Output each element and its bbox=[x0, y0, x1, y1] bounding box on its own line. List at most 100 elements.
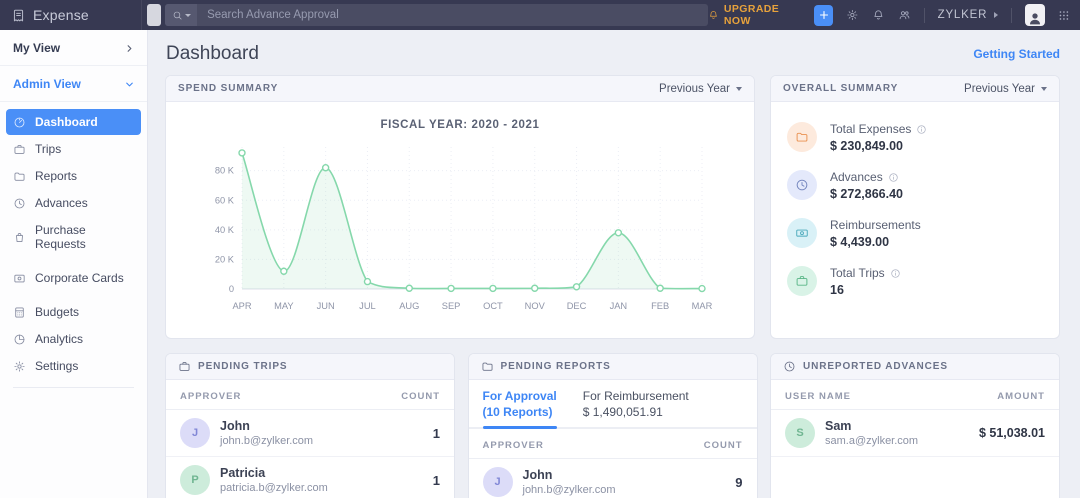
calculator-icon bbox=[13, 306, 26, 319]
spend-summary-title: SPEND SUMMARY bbox=[178, 83, 278, 94]
sidebar-item-corporate-cards[interactable]: Corporate Cards bbox=[6, 265, 141, 291]
sidebar-item-budgets[interactable]: Budgets bbox=[6, 299, 141, 325]
search-input[interactable] bbox=[197, 9, 708, 21]
sidebar-item-advances[interactable]: Advances bbox=[6, 190, 141, 216]
topbar-divider bbox=[924, 8, 925, 23]
clock-icon bbox=[783, 360, 796, 373]
dropdown-caret-icon bbox=[736, 87, 742, 91]
column-amount: AMOUNT bbox=[997, 391, 1045, 402]
getting-started-link[interactable]: Getting Started bbox=[973, 47, 1060, 61]
search-scope-button[interactable] bbox=[165, 4, 197, 26]
user-email: sam.a@zylker.com bbox=[825, 435, 918, 447]
sidebar-item-label: Analytics bbox=[35, 332, 83, 346]
sidebar-item-label: Reports bbox=[35, 169, 77, 183]
users-icon[interactable] bbox=[898, 8, 911, 22]
user-avatar[interactable] bbox=[1025, 4, 1045, 26]
notifications-icon[interactable] bbox=[872, 8, 885, 22]
sidebar-section-my-view[interactable]: My View bbox=[0, 30, 147, 66]
tab-for-approval[interactable]: For Approval (10 Reports) bbox=[483, 389, 557, 427]
app-name: Expense bbox=[33, 7, 89, 23]
summary-item-value: $ 230,849.00 bbox=[830, 139, 927, 153]
org-switcher[interactable]: ZYLKER bbox=[938, 9, 999, 21]
chevron-down-icon bbox=[124, 79, 135, 90]
sidebar-item-analytics[interactable]: Analytics bbox=[6, 326, 141, 352]
approver-email: john.b@zylker.com bbox=[523, 484, 616, 496]
cash-icon bbox=[795, 226, 809, 240]
chart-container: 020 K40 K60 K80 KAPRMAYJUNJULAUGSEPOCTNO… bbox=[166, 135, 754, 317]
info-icon[interactable] bbox=[888, 172, 899, 183]
column-count: COUNT bbox=[704, 440, 743, 451]
approver-email: john.b@zylker.com bbox=[220, 435, 313, 447]
main-content: Dashboard Getting Started SPEND SUMMARY … bbox=[148, 30, 1080, 498]
pending-reports-header: PENDING REPORTS bbox=[469, 354, 757, 380]
summary-item-reimbursements: Reimbursements $ 4,439.00 bbox=[787, 218, 1043, 249]
trip-count: 1 bbox=[433, 426, 440, 441]
table-header: APPROVER COUNT bbox=[469, 429, 757, 459]
tab-for-reimbursement[interactable]: For Reimbursement $ 1,490,051.91 bbox=[583, 389, 689, 427]
unreported-advances-header: UNREPORTED ADVANCES bbox=[771, 354, 1059, 380]
svg-text:MAY: MAY bbox=[274, 301, 293, 311]
person-icon bbox=[1027, 10, 1043, 26]
summary-item-label: Total Trips bbox=[830, 266, 885, 280]
svg-text:80 K: 80 K bbox=[215, 166, 235, 176]
table-header: USER NAME AMOUNT bbox=[771, 380, 1059, 410]
overall-summary-header: OVERALL SUMMARY Previous Year bbox=[771, 76, 1059, 102]
unreported-advances-card: UNREPORTED ADVANCES USER NAME AMOUNT S S… bbox=[770, 353, 1060, 498]
sidebar-item-purchase-requests[interactable]: Purchase Requests bbox=[6, 217, 141, 257]
table-row[interactable]: S Sam sam.a@zylker.com $ 51,038.01 bbox=[771, 410, 1059, 457]
info-icon[interactable] bbox=[890, 268, 901, 279]
app-logo[interactable]: Expense bbox=[0, 0, 142, 30]
org-name: ZYLKER bbox=[938, 9, 988, 21]
page-title: Dashboard bbox=[166, 43, 259, 65]
approver-name: John bbox=[523, 468, 616, 482]
spend-summary-chart: 020 K40 K60 K80 KAPRMAYJUNJULAUGSEPOCTNO… bbox=[200, 135, 720, 317]
sidebar-item-trips[interactable]: Trips bbox=[6, 136, 141, 162]
info-icon[interactable] bbox=[916, 124, 927, 135]
dashboard-cards: SPEND SUMMARY Previous Year FISCAL YEAR:… bbox=[148, 75, 1080, 498]
sidebar-item-dashboard[interactable]: Dashboard bbox=[6, 109, 141, 135]
overall-summary-period-dropdown[interactable]: Previous Year bbox=[964, 83, 1047, 95]
sidebar-item-settings[interactable]: Settings bbox=[6, 353, 141, 379]
report-count: 9 bbox=[735, 475, 742, 490]
column-count: COUNT bbox=[401, 391, 440, 402]
trip-count: 1 bbox=[433, 473, 440, 488]
admin-view-label: Admin View bbox=[13, 77, 81, 91]
sidebar-item-label: Advances bbox=[35, 196, 88, 210]
sidebar-item-label: Settings bbox=[35, 359, 78, 373]
table-row[interactable]: P Patricia patricia.b@zylker.com 1 bbox=[166, 457, 454, 498]
summary-item-total-expenses: Total Expenses $ 230,849.00 bbox=[787, 122, 1043, 153]
approver-name: John bbox=[220, 419, 313, 433]
svg-text:MAR: MAR bbox=[692, 301, 713, 311]
dashboard-icon bbox=[13, 116, 26, 129]
briefcase-icon bbox=[178, 360, 191, 373]
settings-icon[interactable] bbox=[846, 8, 859, 22]
search-icon bbox=[172, 10, 183, 21]
quick-create-button[interactable] bbox=[814, 5, 833, 26]
briefcase-icon bbox=[795, 274, 809, 288]
spend-summary-period-dropdown[interactable]: Previous Year bbox=[659, 83, 742, 95]
apps-grid-icon[interactable] bbox=[1058, 9, 1070, 22]
app-shell: My View Admin View Dashboard Trips Rep bbox=[0, 30, 1080, 498]
sidebar-nav: Dashboard Trips Reports Advances Purchas… bbox=[0, 102, 147, 396]
expense-logo-icon bbox=[11, 8, 26, 23]
sidebar-item-label: Dashboard bbox=[35, 115, 98, 129]
spend-summary-card: SPEND SUMMARY Previous Year FISCAL YEAR:… bbox=[165, 75, 755, 339]
avatar: J bbox=[483, 467, 513, 497]
sidebar-section-admin-view[interactable]: Admin View bbox=[0, 66, 147, 102]
unreported-advances-title: UNREPORTED ADVANCES bbox=[803, 361, 948, 372]
column-user-name: USER NAME bbox=[785, 391, 851, 402]
svg-text:JUL: JUL bbox=[359, 301, 376, 311]
table-row[interactable]: J John john.b@zylker.com 1 bbox=[166, 410, 454, 457]
sidebar-item-reports[interactable]: Reports bbox=[6, 163, 141, 189]
upgrade-now-button[interactable]: UPGRADE NOW bbox=[708, 3, 801, 27]
column-approver: APPROVER bbox=[180, 391, 241, 402]
org-caret-icon bbox=[994, 12, 998, 18]
chart-title: FISCAL YEAR: 2020 - 2021 bbox=[166, 119, 754, 131]
panel-toggle-button[interactable] bbox=[147, 4, 161, 26]
page-header: Dashboard Getting Started bbox=[148, 30, 1080, 75]
sidebar: My View Admin View Dashboard Trips Rep bbox=[0, 30, 148, 498]
bag-icon bbox=[13, 231, 26, 244]
topbar: Expense UPGRADE NOW ZYLKER bbox=[0, 0, 1080, 30]
table-row[interactable]: J John john.b@zylker.com 9 bbox=[469, 459, 757, 498]
svg-text:JAN: JAN bbox=[610, 301, 628, 311]
